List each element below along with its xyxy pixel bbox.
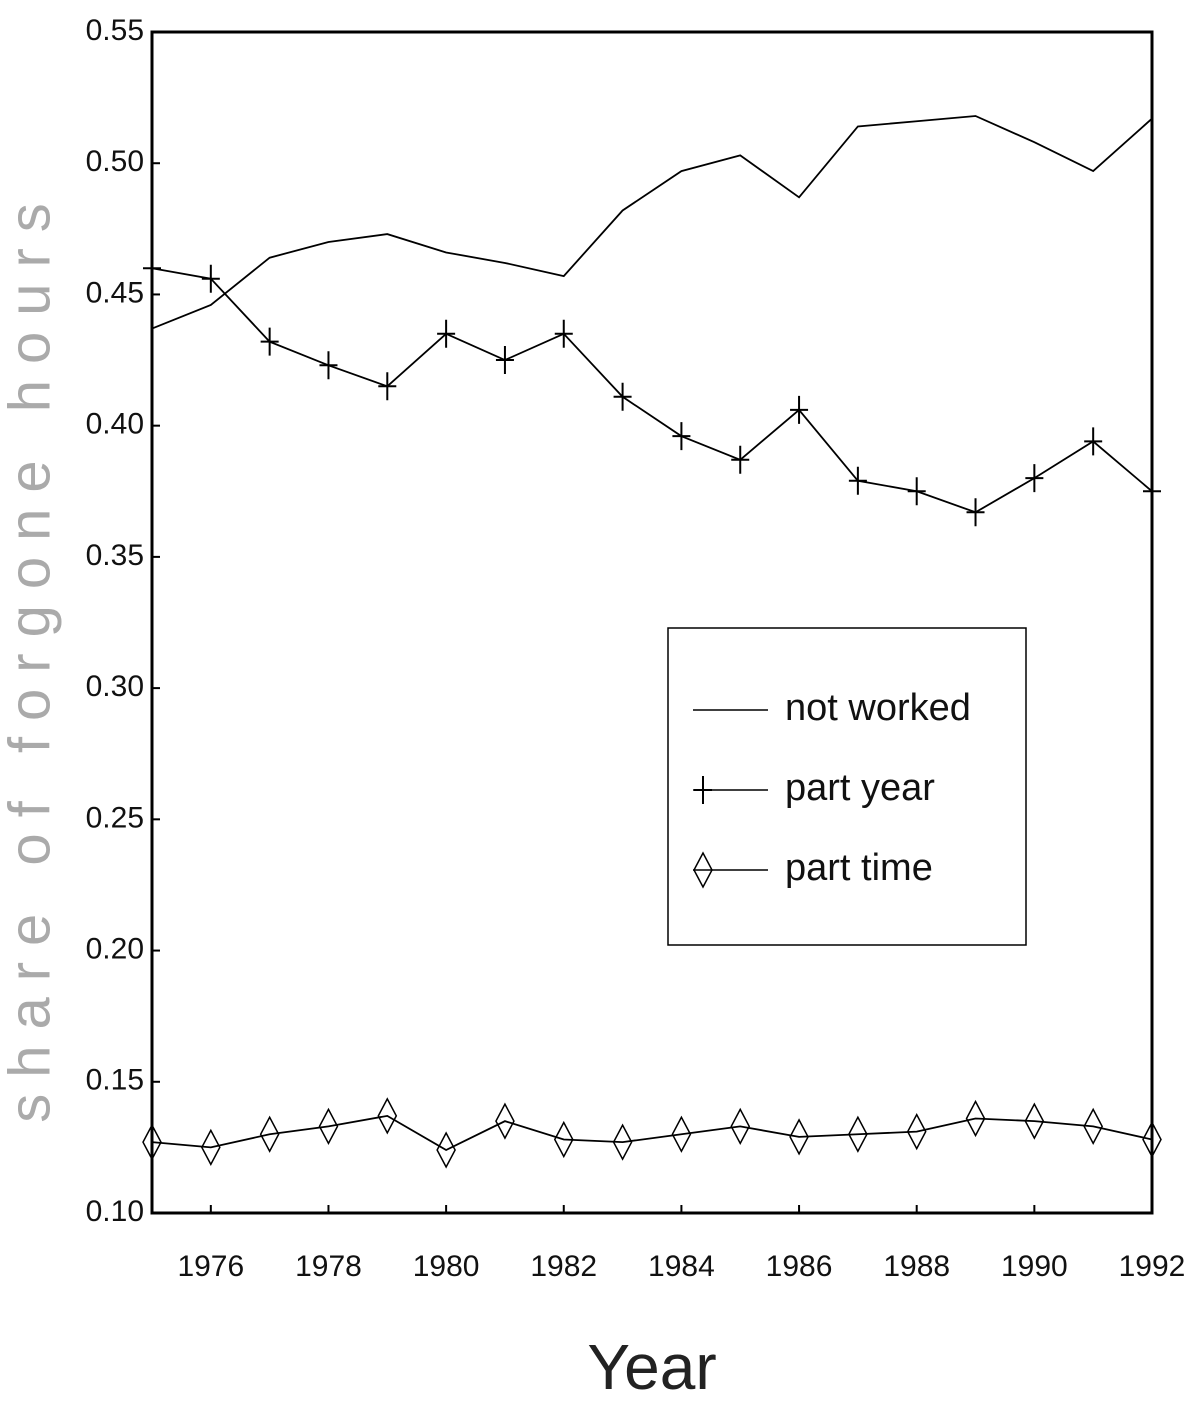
x-tick-label: 1986 <box>766 1250 833 1283</box>
marker <box>965 1099 986 1138</box>
y-tick-label: 0.50 <box>86 145 144 178</box>
series-line <box>151 1114 1153 1152</box>
x-tick-label: 1984 <box>648 1250 715 1283</box>
x-tick-label: 1992 <box>1119 1250 1186 1283</box>
marker <box>201 264 220 293</box>
marker <box>907 477 926 506</box>
x-tick-label: 1988 <box>883 1250 950 1283</box>
marker <box>1024 1102 1045 1140</box>
marker <box>906 1113 927 1151</box>
x-tick-label: 1978 <box>295 1250 362 1283</box>
y-tick-label: 0.20 <box>86 932 144 965</box>
marker <box>790 395 809 424</box>
marker <box>495 346 514 375</box>
marker <box>613 382 632 411</box>
marker <box>259 1115 280 1153</box>
marker <box>495 1102 515 1140</box>
marker <box>789 1118 809 1156</box>
y-tick-label: 0.10 <box>86 1195 144 1228</box>
marker <box>319 351 338 380</box>
marker <box>553 1120 574 1159</box>
x-tick-label: 1990 <box>1001 1250 1068 1283</box>
marker <box>848 466 867 495</box>
marker <box>1143 477 1161 506</box>
marker <box>612 1123 633 1161</box>
marker <box>378 372 397 401</box>
marker <box>693 851 713 889</box>
marker <box>377 1097 398 1135</box>
x-axis-label: Year <box>587 1331 716 1403</box>
marker <box>318 1107 339 1145</box>
marker <box>848 1115 868 1153</box>
series-line <box>151 115 1153 330</box>
y-tick-label: 0.40 <box>86 408 144 441</box>
x-tick-label: 1982 <box>530 1250 597 1283</box>
marker <box>671 1115 692 1153</box>
marker <box>260 327 279 356</box>
marker <box>966 498 985 527</box>
marker <box>437 319 456 348</box>
marker <box>200 1128 221 1166</box>
marker <box>1083 1107 1104 1145</box>
marker <box>1025 464 1044 493</box>
x-tick-label: 1980 <box>413 1250 480 1283</box>
marker <box>436 1131 456 1169</box>
y-tick-label: 0.55 <box>86 14 144 47</box>
marker <box>731 445 750 474</box>
legend-label: part time <box>785 847 933 889</box>
marker <box>1084 427 1103 456</box>
y-tick-label: 0.35 <box>86 539 144 572</box>
legend-label: not worked <box>785 687 971 729</box>
marker <box>143 254 161 283</box>
marker <box>694 776 712 804</box>
marker <box>672 422 691 451</box>
x-tick-label: 1976 <box>177 1250 244 1283</box>
series-line <box>151 267 1153 514</box>
marker <box>142 1123 162 1161</box>
marker <box>730 1107 751 1145</box>
marker <box>554 319 573 348</box>
y-tick-label: 0.25 <box>86 801 144 834</box>
y-tick-label: 0.45 <box>86 276 144 309</box>
y-axis-label: share of forgone hours <box>0 187 62 1123</box>
plot-frame <box>150 30 1154 1215</box>
y-tick-label: 0.15 <box>86 1064 144 1097</box>
marker <box>1142 1120 1162 1159</box>
legend-label: part year <box>785 767 935 809</box>
y-tick-label: 0.30 <box>86 670 144 703</box>
legend-box <box>667 627 1027 946</box>
